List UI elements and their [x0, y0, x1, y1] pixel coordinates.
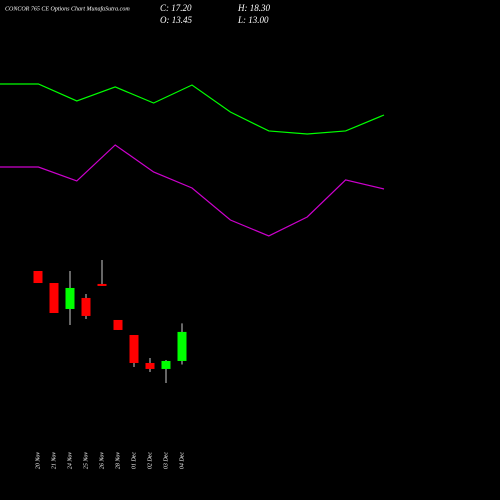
- candle-body: [129, 335, 139, 363]
- candle-body: [113, 319, 123, 330]
- x-tick-label: 21 Nov: [51, 452, 57, 470]
- x-tick-label: 03 Dec: [163, 452, 169, 469]
- open-label: O: 13.45: [160, 15, 192, 25]
- candle-body: [161, 360, 171, 369]
- x-tick-label: 20 Nov: [35, 452, 41, 470]
- candle-body: [177, 331, 187, 361]
- low-label: L: 13.00: [237, 15, 269, 25]
- x-tick-label: 01 Dec: [131, 452, 137, 469]
- indicator-line: [0, 83, 385, 135]
- close-label: C: 17.20: [160, 3, 192, 13]
- x-tick-label: 25 Nov: [83, 452, 89, 470]
- chart-title: CONCOR 765 CE Options Chart MunafaSutra.…: [5, 5, 130, 12]
- high-label: H: 18.30: [237, 3, 270, 13]
- candle-body: [65, 287, 75, 309]
- x-tick-label: 26 Nov: [99, 452, 105, 470]
- indicator-line: [0, 144, 385, 237]
- x-tick-label: 04 Dec: [178, 452, 185, 469]
- candle-body: [81, 297, 91, 316]
- x-tick-label: 24 Nov: [66, 452, 73, 470]
- x-tick-label: 02 Dec: [147, 452, 153, 469]
- candle-body: [33, 271, 43, 284]
- x-tick-label: 28 Nov: [115, 452, 121, 470]
- candle-body: [145, 362, 155, 369]
- candle-body: [97, 283, 107, 286]
- candle-body: [49, 283, 59, 314]
